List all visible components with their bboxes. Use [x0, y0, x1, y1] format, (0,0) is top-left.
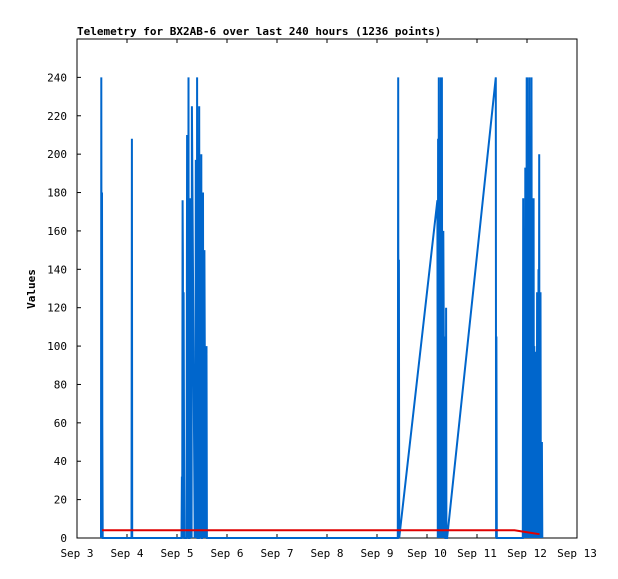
y-tick-label: 140	[47, 263, 67, 276]
x-tick-label: Sep 6	[210, 547, 243, 560]
x-tick-label: Sep 5	[160, 547, 193, 560]
y-tick-label: 120	[47, 302, 67, 315]
x-tick-label: Sep 13	[557, 547, 597, 560]
y-tick-label: 60	[54, 417, 67, 430]
x-tick-label: Sep 11	[457, 547, 497, 560]
y-tick-label: 160	[47, 225, 67, 238]
y-tick-label: 80	[54, 378, 67, 391]
x-tick-label: Sep 8	[310, 547, 343, 560]
x-tick-label: Sep 12	[507, 547, 547, 560]
plot-area	[76, 38, 578, 539]
y-axis: 0 20 40 60 80 100 120 140 160 180 200 220 240	[47, 71, 81, 545]
x-tick-label: Sep 4	[110, 547, 143, 560]
y-axis-label: Values	[25, 269, 38, 309]
y-tick-label: 240	[47, 71, 67, 84]
y-tick-label: 0	[60, 532, 67, 545]
y-tick-label: 200	[47, 148, 67, 161]
series-layer	[100, 77, 544, 539]
y-tick-label: 180	[47, 187, 67, 200]
x-tick-label: Sep 9	[360, 547, 393, 560]
x-tick-label: Sep 7	[260, 547, 293, 560]
x-tick-label: Sep 3	[60, 547, 93, 560]
chart-title: Telemetry for BX2AB-6 over last 240 hour…	[77, 25, 441, 38]
x-tick-label: Sep 10	[407, 547, 447, 560]
y-tick-label: 20	[54, 494, 67, 507]
y-tick-label: 40	[54, 455, 67, 468]
x-axis: Sep 3 Sep 4 Sep 5 Sep 6 Sep 7 Sep 8 Sep 9 Sep 1…	[60, 39, 597, 560]
y-tick-label: 220	[47, 110, 67, 123]
series-line-1	[100, 77, 544, 539]
y-tick-label: 100	[47, 340, 67, 353]
series-line-2	[102, 529, 540, 536]
